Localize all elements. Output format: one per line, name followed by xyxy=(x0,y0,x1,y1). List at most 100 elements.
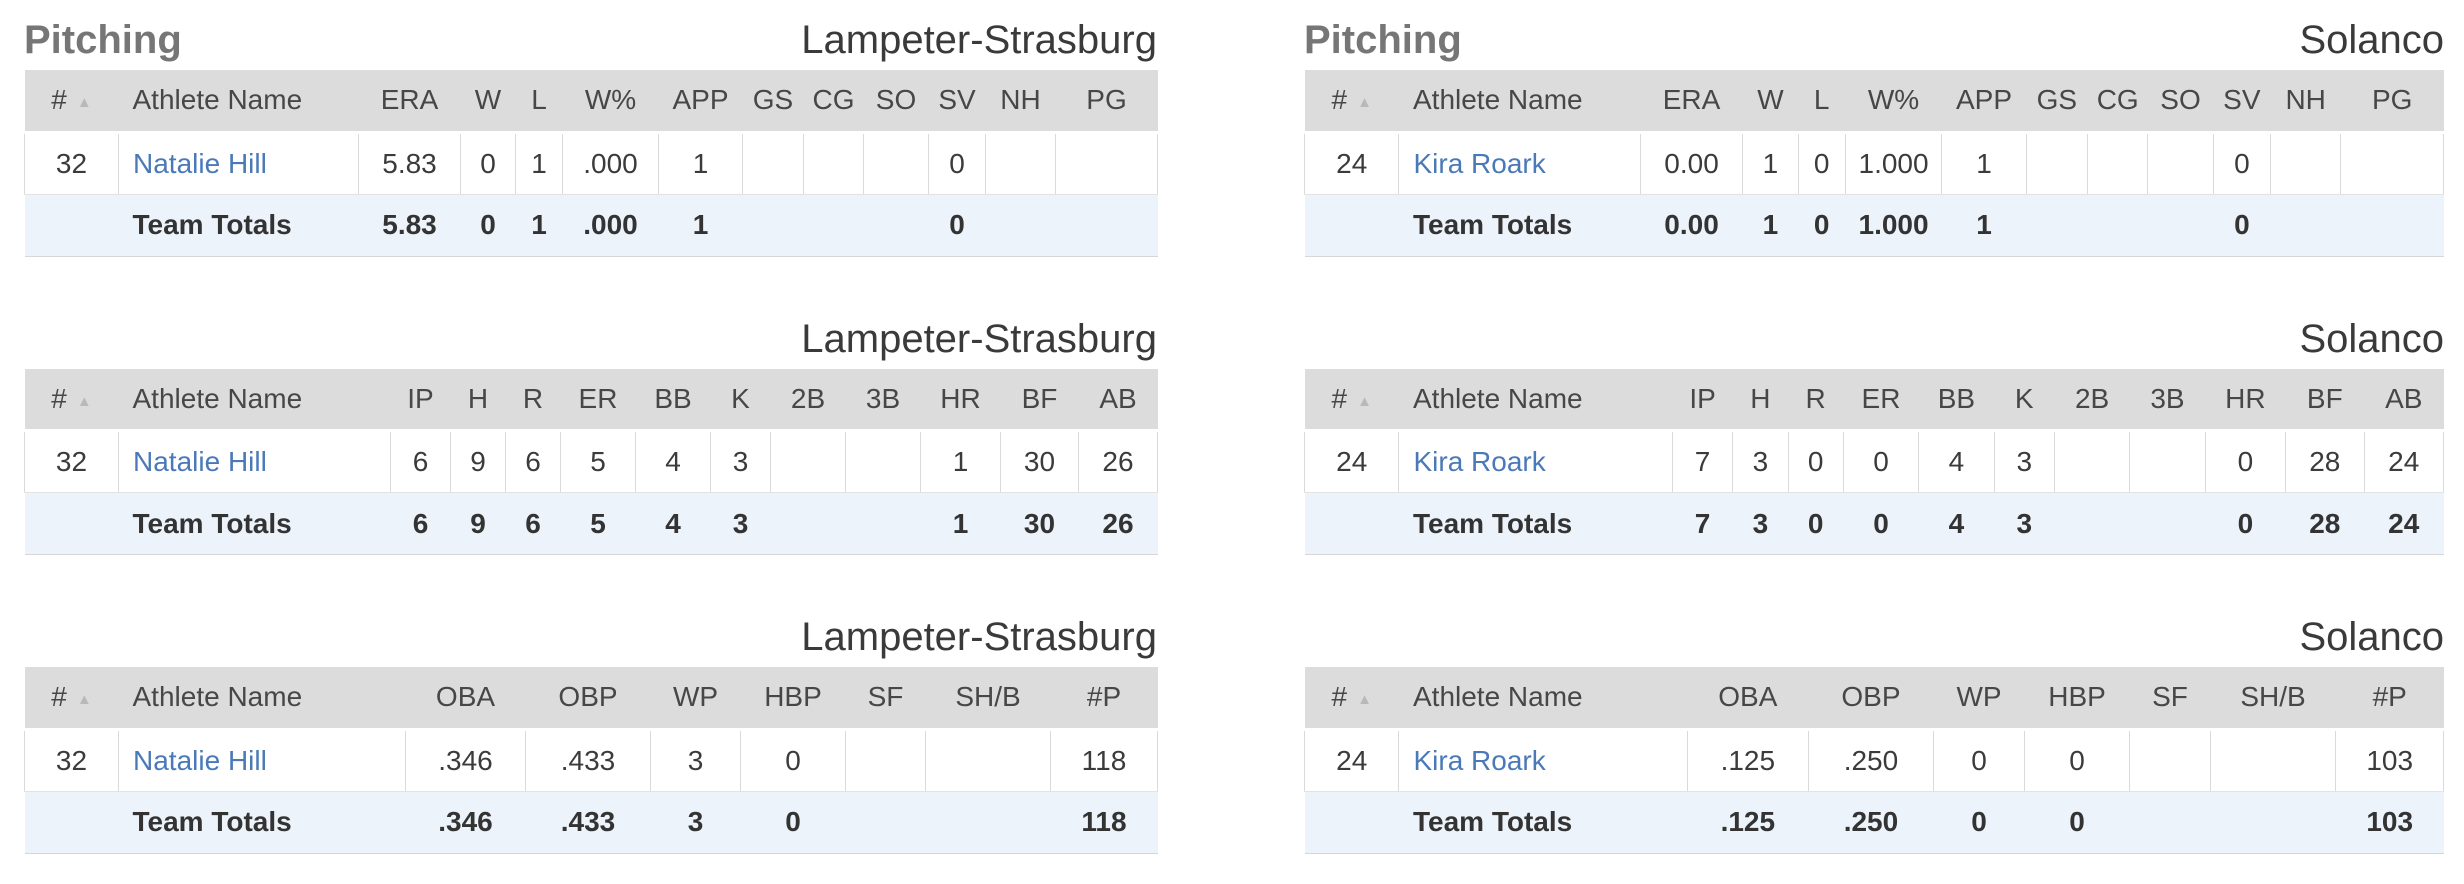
stat-cell: .250 xyxy=(1807,729,1934,792)
column-header-oba[interactable]: OBA xyxy=(1687,667,1809,731)
totals-value xyxy=(2129,492,2206,555)
column-header-bb[interactable]: BB xyxy=(635,368,711,432)
column-header-nh[interactable]: NH xyxy=(985,70,1056,134)
athlete-name-cell: Kira Roark xyxy=(1398,430,1673,493)
column-header-sv[interactable]: SV xyxy=(2213,70,2271,134)
column-header-l[interactable]: L xyxy=(1798,70,1846,134)
column-header-ip[interactable]: IP xyxy=(1672,368,1733,432)
column-header-athlete-name[interactable]: Athlete Name xyxy=(1398,667,1688,731)
totals-value xyxy=(925,791,1051,854)
column-header-num-p[interactable]: #P xyxy=(1050,667,1158,731)
athlete-link[interactable]: Natalie Hill xyxy=(133,147,267,179)
totals-value: 1 xyxy=(1742,194,1799,257)
column-header-athlete-name[interactable]: Athlete Name xyxy=(1398,368,1673,432)
column-header-era[interactable]: ERA xyxy=(358,70,461,134)
column-header-app[interactable]: APP xyxy=(658,70,743,134)
column-header-num[interactable]: # ▲ xyxy=(24,368,119,432)
column-header-2b[interactable]: 2B xyxy=(770,368,846,432)
column-header-row: # ▲ Athlete Name ERA W L W% APP GS CG SO SV NH PG xyxy=(24,70,1158,134)
column-header-num[interactable]: # ▲ xyxy=(24,70,119,134)
panel-solanco: Pitching Solanco # ▲ Athlete Name ERA W L W% AP… xyxy=(1303,16,2444,854)
column-header-athlete-name[interactable]: Athlete Name xyxy=(1398,70,1641,134)
column-header-h[interactable]: H xyxy=(1732,368,1789,432)
totals-value: 3 xyxy=(1732,492,1789,555)
column-header-gs[interactable]: GS xyxy=(742,70,804,134)
column-header-cg[interactable]: CG xyxy=(803,70,864,134)
pitching-results-table: # ▲ Athlete Name IP H R ER BB K 2B 3B HR BF AB 24 Kira … xyxy=(1303,368,2444,555)
column-header-pg[interactable]: PG xyxy=(2340,70,2444,134)
column-header-hbp[interactable]: HBP xyxy=(2024,667,2130,731)
column-header-w[interactable]: W% xyxy=(1845,70,1942,134)
column-header-cg[interactable]: CG xyxy=(2087,70,2148,134)
column-header-er[interactable]: ER xyxy=(1843,368,1919,432)
stat-cell: 1 xyxy=(1941,132,2027,195)
column-header-wp[interactable]: WP xyxy=(650,667,741,731)
column-header-w[interactable]: W% xyxy=(562,70,659,134)
column-header-obp[interactable]: OBP xyxy=(1808,667,1934,731)
athlete-link[interactable]: Natalie Hill xyxy=(133,446,267,477)
column-header-wp[interactable]: WP xyxy=(1933,667,2025,731)
column-header-sh-b[interactable]: SH/B xyxy=(2210,667,2336,731)
totals-row: Team Totals 6 9 6 5 4 3 1 30 26 xyxy=(24,492,1158,555)
column-label: BB xyxy=(1937,382,1976,414)
column-header-bb[interactable]: BB xyxy=(1918,368,1995,432)
stat-cell xyxy=(2147,132,2214,195)
column-header-athlete-name[interactable]: Athlete Name xyxy=(118,368,391,432)
stat-cell: 6 xyxy=(390,430,451,493)
column-header-num[interactable]: # ▲ xyxy=(1304,70,1399,134)
column-header-w[interactable]: W xyxy=(1742,70,1799,134)
column-label: OBP xyxy=(558,681,618,713)
column-header-num[interactable]: # ▲ xyxy=(1304,368,1399,432)
column-header-ip[interactable]: IP xyxy=(390,368,451,432)
stat-cell: 1 xyxy=(658,132,743,195)
column-header-pg[interactable]: PG xyxy=(1055,70,1158,134)
column-header-hbp[interactable]: HBP xyxy=(740,667,846,731)
column-header-r[interactable]: R xyxy=(1788,368,1844,432)
column-header-athlete-name[interactable]: Athlete Name xyxy=(118,70,359,134)
column-header-athlete-name[interactable]: Athlete Name xyxy=(118,667,406,731)
column-header-obp[interactable]: OBP xyxy=(525,667,651,731)
column-header-num[interactable]: # ▲ xyxy=(24,667,119,731)
column-header-l[interactable]: L xyxy=(515,70,563,134)
totals-row: Team Totals .346.433 3 0 118 xyxy=(24,791,1158,854)
stat-cell: 4 xyxy=(1918,430,1995,493)
column-label: ER xyxy=(578,382,618,414)
column-header-bf[interactable]: BF xyxy=(1000,368,1079,432)
column-header-sf[interactable]: SF xyxy=(845,667,926,731)
column-header-oba[interactable]: OBA xyxy=(405,667,526,731)
athlete-link[interactable]: Kira Roark xyxy=(1413,147,1546,179)
column-header-ab[interactable]: AB xyxy=(1078,368,1158,432)
column-header-num-p[interactable]: #P xyxy=(2335,667,2444,731)
column-header-ab[interactable]: AB xyxy=(2364,368,2444,432)
column-header-er[interactable]: ER xyxy=(560,368,636,432)
column-header-app[interactable]: APP xyxy=(1941,70,2027,134)
column-header-era[interactable]: ERA xyxy=(1640,70,1743,134)
column-header-3b[interactable]: 3B xyxy=(2129,368,2206,432)
column-header-h[interactable]: H xyxy=(450,368,506,432)
column-header-2b[interactable]: 2B xyxy=(2054,368,2130,432)
column-header-3b[interactable]: 3B xyxy=(845,368,921,432)
column-header-num[interactable]: # ▲ xyxy=(1304,667,1399,731)
column-header-hr[interactable]: HR xyxy=(920,368,1001,432)
totals-value: 1 xyxy=(515,194,563,257)
column-label: SO xyxy=(2160,84,2201,116)
stat-cell: 0 xyxy=(1933,729,2025,792)
athlete-link[interactable]: Kira Roark xyxy=(1413,744,1546,776)
column-header-r[interactable]: R xyxy=(505,368,561,432)
column-header-sf[interactable]: SF xyxy=(2129,667,2211,731)
column-header-k[interactable]: K xyxy=(710,368,771,432)
column-header-sv[interactable]: SV xyxy=(928,70,986,134)
column-label: #P xyxy=(2372,681,2407,713)
column-header-nh[interactable]: NH xyxy=(2270,70,2341,134)
column-header-gs[interactable]: GS xyxy=(2026,70,2088,134)
column-header-bf[interactable]: BF xyxy=(2285,368,2364,432)
column-label: NH xyxy=(1000,84,1041,116)
column-header-so[interactable]: SO xyxy=(2147,70,2214,134)
column-header-hr[interactable]: HR xyxy=(2205,368,2286,432)
column-header-k[interactable]: K xyxy=(1994,368,2055,432)
column-header-w[interactable]: W xyxy=(460,70,516,134)
column-header-so[interactable]: SO xyxy=(863,70,929,134)
athlete-link[interactable]: Natalie Hill xyxy=(133,744,267,776)
column-header-sh-b[interactable]: SH/B xyxy=(925,667,1051,731)
athlete-link[interactable]: Kira Roark xyxy=(1413,446,1546,477)
